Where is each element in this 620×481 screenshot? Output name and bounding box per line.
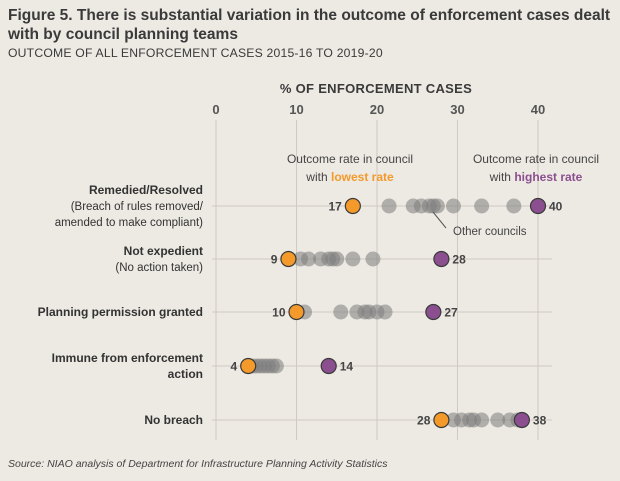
other-council-point bbox=[268, 358, 284, 374]
legend-highest-emph: highest rate bbox=[514, 170, 582, 184]
other-council-point bbox=[345, 251, 361, 267]
category-row: Planning permission granted 10 27 bbox=[38, 303, 552, 321]
lowest-rate-point bbox=[280, 250, 297, 268]
x-tick-label: 10 bbox=[289, 102, 303, 117]
other-council-point bbox=[301, 251, 317, 267]
highest-rate-point bbox=[513, 411, 531, 429]
legend-others-pointer bbox=[432, 211, 447, 229]
lowest-rate-label: 9 bbox=[271, 253, 278, 267]
category-row: Not expedient (No action taken) 9 28 bbox=[115, 244, 552, 274]
x-tick-label: 30 bbox=[450, 102, 464, 117]
category-row: Immune from enforcement action 4 14 bbox=[52, 351, 552, 381]
other-council-point bbox=[365, 251, 381, 267]
category-sublabel: amended to make compliant) bbox=[55, 217, 203, 229]
lowest-rate-label: 28 bbox=[417, 414, 431, 428]
x-axis: % OF ENFORCEMENT CASES 0 10 20 30 40 bbox=[212, 81, 545, 117]
other-council-point bbox=[377, 304, 393, 320]
highest-rate-label: 40 bbox=[549, 200, 563, 214]
lowest-rate-point bbox=[240, 357, 257, 375]
other-council-point bbox=[381, 198, 397, 214]
highest-rate-label: 28 bbox=[452, 253, 466, 267]
lowest-rate-label: 4 bbox=[231, 360, 238, 374]
source-note: Source: NIAO analysis of Department for … bbox=[8, 458, 388, 470]
category-rows: Remedied/Resolved (Breach of rules remove… bbox=[38, 183, 563, 429]
lowest-rate-point bbox=[288, 303, 305, 321]
x-axis-label: % OF ENFORCEMENT CASES bbox=[280, 81, 472, 96]
lowest-rate-point bbox=[344, 197, 361, 215]
other-council-point bbox=[329, 251, 345, 267]
legend-highest-prefix: with bbox=[489, 170, 515, 184]
other-council-point bbox=[333, 304, 349, 320]
category-sublabel: (Breach of rules removed/ bbox=[71, 201, 204, 213]
legend-highest-line1: Outcome rate in council bbox=[473, 152, 599, 166]
other-council-point bbox=[474, 412, 490, 428]
category-label: Remedied/Resolved bbox=[89, 183, 203, 197]
legend-lowest-emph: lowest rate bbox=[331, 170, 394, 184]
category-label: Planning permission granted bbox=[38, 305, 203, 319]
legend-highest-line2: with highest rate bbox=[489, 170, 583, 184]
legend-others-label: Other councils bbox=[453, 226, 527, 238]
highest-rate-point bbox=[320, 357, 337, 375]
legend: Outcome rate in council with lowest rate… bbox=[287, 152, 599, 238]
highest-rate-label: 14 bbox=[340, 360, 354, 374]
other-council-point bbox=[429, 198, 445, 214]
category-label: Immune from enforcement bbox=[52, 351, 203, 365]
chart-title: Figure 5. There is substantial variation… bbox=[8, 7, 611, 43]
chart-subtitle: OUTCOME OF ALL ENFORCEMENT CASES 2015-16… bbox=[8, 46, 383, 60]
other-council-point bbox=[445, 198, 461, 214]
legend-lowest-line1: Outcome rate in council bbox=[287, 152, 413, 166]
category-label: No breach bbox=[144, 413, 203, 427]
other-council-point bbox=[474, 198, 490, 214]
lowest-rate-point bbox=[433, 411, 450, 429]
highest-rate-point bbox=[529, 197, 547, 215]
category-row: No breach 28 38 bbox=[144, 411, 552, 429]
highest-rate-label: 38 bbox=[533, 414, 547, 428]
highest-rate-label: 27 bbox=[444, 306, 458, 320]
category-sublabel: (No action taken) bbox=[115, 262, 203, 274]
gridlines bbox=[215, 120, 539, 440]
legend-lowest-prefix: with bbox=[305, 170, 331, 184]
x-tick-label: 20 bbox=[370, 102, 384, 117]
x-tick-label: 0 bbox=[212, 102, 219, 117]
other-council-point bbox=[506, 198, 522, 214]
lowest-rate-label: 10 bbox=[272, 306, 286, 320]
category-label: Not expedient bbox=[124, 244, 203, 258]
highest-rate-point bbox=[425, 303, 442, 321]
lowest-rate-label: 17 bbox=[328, 200, 342, 214]
highest-rate-point bbox=[433, 250, 450, 268]
category-row: Remedied/Resolved (Breach of rules remove… bbox=[55, 183, 563, 229]
other-council-point bbox=[490, 412, 506, 428]
category-sublabel: action bbox=[168, 367, 203, 381]
x-tick-label: 40 bbox=[531, 102, 545, 117]
legend-lowest-line2: with lowest rate bbox=[305, 170, 394, 184]
